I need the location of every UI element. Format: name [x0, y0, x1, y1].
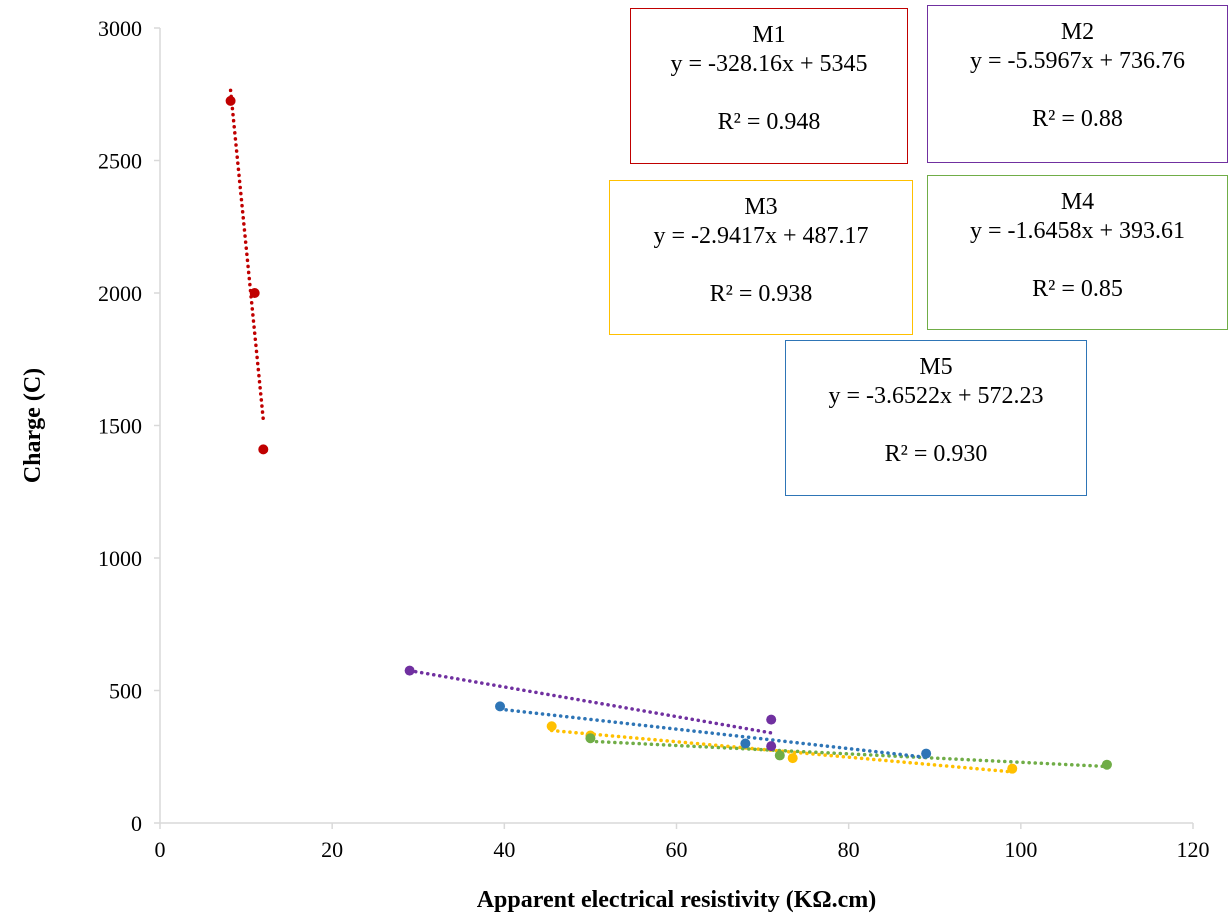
y-tick-label: 1000: [98, 546, 142, 571]
trendline-equation: y = -5.5967x + 736.76: [969, 48, 1186, 74]
y-tick-labels: 0 500 1000 1500 2000 2500 3000: [98, 16, 160, 836]
x-tick-label: 120: [1177, 837, 1210, 862]
r-squared: R² = 0.88: [1032, 106, 1123, 132]
r-squared: R² = 0.938: [709, 281, 813, 307]
trendline-m2: [407, 668, 773, 735]
y-tick-label: 3000: [98, 16, 142, 41]
trendline-equation: y = -3.6522x + 572.23: [828, 383, 1044, 409]
r-squared: R² = 0.930: [884, 441, 988, 467]
trendline-label-m3: M3 y = -2.9417x + 487.17 R² = 0.938: [609, 180, 913, 335]
r-squared: R² = 0.948: [717, 109, 821, 135]
trendline-label-m2: M2 y = -5.5967x + 736.76 R² = 0.88: [927, 5, 1228, 163]
data-point-m5: [740, 738, 751, 749]
data-point-m1: [258, 444, 269, 455]
data-point-m3: [546, 721, 557, 732]
trendline-equation: y = -2.9417x + 487.17: [653, 223, 869, 249]
x-tick-label: 20: [321, 837, 343, 862]
y-tick-label: 2000: [98, 281, 142, 306]
x-tick-label: 40: [493, 837, 515, 862]
data-point-m5: [495, 701, 506, 712]
x-tick-labels: 0 20 40 60 80 100 120: [155, 823, 1210, 862]
y-axis-title: Charge (C): [20, 368, 46, 483]
trendline-equation: y = -328.16x + 5345: [670, 51, 868, 77]
data-point-m4: [1101, 759, 1112, 770]
y-tick-label: 2500: [98, 149, 142, 174]
series-name: M4: [1060, 189, 1095, 215]
data-point-m1: [249, 288, 260, 298]
axes: 0 20 40 60 80 100 120 0 500 1000 1500 2000 2500 3000: [98, 16, 1210, 862]
trendline-m4: [588, 739, 1109, 769]
data-point-m3: [787, 753, 798, 764]
y-tick-label: 0: [131, 811, 142, 836]
data-point-m2: [766, 741, 777, 752]
data-point-m1: [225, 95, 236, 106]
data-point-m2: [766, 714, 777, 725]
x-tick-label: 100: [1004, 837, 1037, 862]
series-name: M3: [744, 194, 778, 220]
data-point-m2: [404, 665, 415, 676]
x-tick-label: 80: [838, 837, 860, 862]
y-tick-label: 1500: [98, 414, 142, 439]
trendline-m1: [228, 88, 266, 422]
data-point-m4: [774, 750, 785, 761]
series-name: M2: [1060, 19, 1095, 45]
series-name: M1: [752, 22, 786, 48]
trendline-m5: [498, 707, 928, 760]
trendline-label-m1: M1 y = -328.16x + 5345 R² = 0.948: [630, 8, 908, 164]
x-tick-label: 0: [155, 837, 166, 862]
r-squared: R² = 0.85: [1032, 276, 1123, 302]
data-point-m3: [1007, 763, 1018, 774]
data-point-m4: [585, 733, 596, 744]
x-axis-title: Apparent electrical resistivity (KΩ.cm): [477, 887, 877, 913]
trendline-label-m5: M5 y = -3.6522x + 572.23 R² = 0.930: [785, 340, 1087, 496]
data-point-m5: [921, 748, 932, 759]
y-tick-label: 500: [109, 679, 142, 704]
x-tick-label: 60: [666, 837, 688, 862]
trendline-equation: y = -1.6458x + 393.61: [969, 218, 1186, 244]
data-points: [225, 95, 1112, 774]
series-name: M5: [919, 354, 953, 380]
trendline-label-m4: M4 y = -1.6458x + 393.61 R² = 0.85: [927, 175, 1228, 330]
